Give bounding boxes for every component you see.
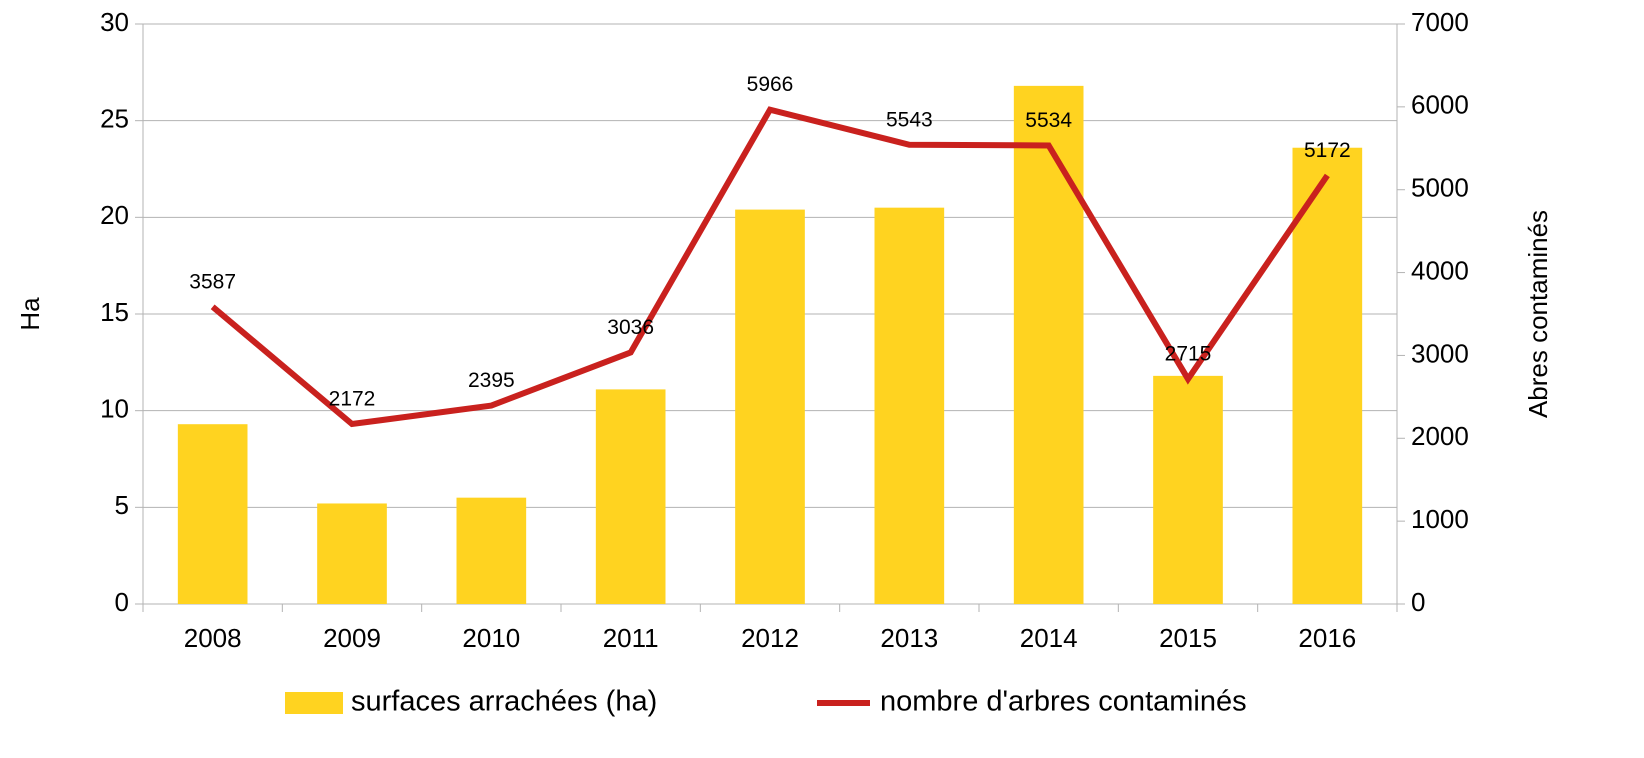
x-tick-label: 2016 [1298, 623, 1356, 653]
data-label: 5172 [1304, 139, 1351, 162]
legend-swatch [285, 692, 343, 714]
x-tick-label: 2013 [880, 623, 938, 653]
x-tick-label: 2009 [323, 623, 381, 653]
y-tick-label: 10 [100, 394, 129, 424]
y-tick-label: 25 [100, 104, 129, 134]
bar [595, 389, 666, 604]
y2-tick-label: 3000 [1411, 338, 1469, 368]
bar [1292, 147, 1363, 604]
y2-tick-label: 1000 [1411, 504, 1469, 534]
x-tick-label: 2008 [184, 623, 242, 653]
x-tick-label: 2015 [1159, 623, 1217, 653]
x-tick-label: 2014 [1020, 623, 1078, 653]
data-label: 2715 [1165, 343, 1212, 366]
legend-label: nombre d'arbres contaminés [880, 686, 1247, 718]
data-label: 3036 [607, 316, 654, 339]
y-axis-label: Ha [15, 297, 45, 331]
x-tick-label: 2010 [462, 623, 520, 653]
y-tick-label: 5 [115, 490, 129, 520]
bar [177, 424, 248, 604]
y2-tick-label: 2000 [1411, 421, 1469, 451]
bar [735, 209, 805, 604]
data-label: 5966 [747, 73, 794, 96]
bar [1153, 375, 1223, 604]
y2-axis-label: Abres contaminés [1523, 210, 1553, 418]
y-tick-label: 15 [100, 297, 129, 327]
y2-tick-label: 6000 [1411, 90, 1469, 120]
y2-tick-label: 0 [1411, 587, 1425, 617]
data-label: 2172 [329, 388, 376, 411]
x-tick-label: 2011 [603, 623, 659, 653]
data-label: 2395 [468, 369, 515, 392]
y-tick-label: 20 [100, 200, 129, 230]
data-label: 5534 [1025, 109, 1072, 132]
bar [456, 497, 527, 604]
line [210, 106, 1330, 428]
data-label: 5543 [886, 108, 933, 131]
data-label: 3587 [189, 270, 236, 293]
bar [317, 503, 387, 604]
y-tick-label: 0 [115, 587, 129, 617]
y2-tick-label: 4000 [1411, 255, 1469, 285]
x-tick-label: 2012 [741, 623, 799, 653]
y2-tick-label: 5000 [1411, 173, 1469, 203]
bar [1013, 85, 1084, 604]
y2-tick-label: 7000 [1411, 7, 1469, 37]
legend-label: surfaces arrachées (ha) [351, 686, 657, 718]
bar [874, 207, 945, 604]
y-tick-label: 30 [100, 7, 129, 37]
